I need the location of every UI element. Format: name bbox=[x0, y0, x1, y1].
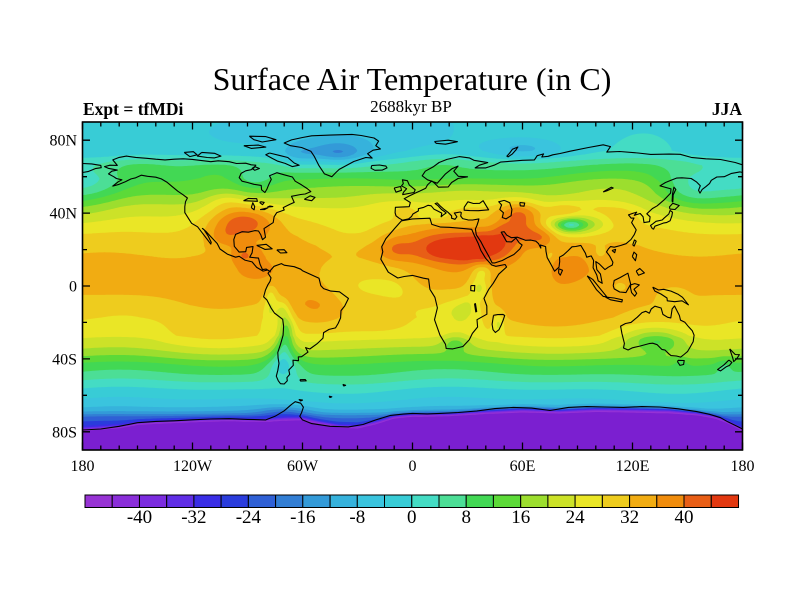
svg-text:40N: 40N bbox=[49, 206, 77, 223]
svg-text:120W: 120W bbox=[173, 458, 213, 475]
svg-text:-8: -8 bbox=[349, 507, 365, 528]
svg-text:Expt = tfMDi: Expt = tfMDi bbox=[83, 99, 184, 119]
svg-text:32: 32 bbox=[620, 507, 639, 528]
svg-text:40: 40 bbox=[675, 507, 694, 528]
svg-text:Surface Air Temperature (in C): Surface Air Temperature (in C) bbox=[213, 61, 612, 97]
svg-text:8: 8 bbox=[461, 507, 471, 528]
svg-text:24: 24 bbox=[566, 507, 586, 528]
svg-text:120E: 120E bbox=[616, 458, 650, 475]
svg-text:0: 0 bbox=[407, 507, 417, 528]
svg-text:80N: 80N bbox=[49, 133, 77, 150]
svg-text:180: 180 bbox=[71, 458, 95, 475]
svg-text:60E: 60E bbox=[510, 458, 536, 475]
svg-text:-32: -32 bbox=[181, 507, 206, 528]
svg-text:-16: -16 bbox=[290, 507, 315, 528]
svg-text:16: 16 bbox=[511, 507, 530, 528]
svg-text:180: 180 bbox=[731, 458, 755, 475]
svg-text:-40: -40 bbox=[127, 507, 152, 528]
svg-text:40S: 40S bbox=[52, 351, 77, 368]
svg-text:2688kyr BP: 2688kyr BP bbox=[370, 97, 452, 116]
svg-text:60W: 60W bbox=[287, 458, 319, 475]
svg-text:-24: -24 bbox=[236, 507, 262, 528]
svg-text:80S: 80S bbox=[52, 424, 77, 441]
svg-text:0: 0 bbox=[69, 279, 77, 296]
svg-text:JJA: JJA bbox=[712, 99, 743, 119]
svg-text:0: 0 bbox=[409, 458, 417, 475]
